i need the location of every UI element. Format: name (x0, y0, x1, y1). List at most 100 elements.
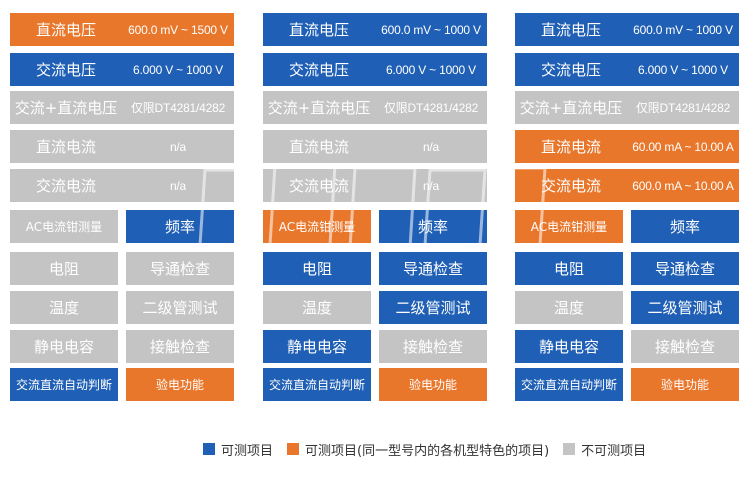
feature-row: 电阻 导通检查 (10, 252, 234, 285)
measurement-row-acdc-voltage: 交流+直流电压 仅限DT4281/4282 (10, 91, 234, 124)
feature-cell: 交流直流自动判断 (515, 368, 623, 401)
feature-cell: 电阻 (263, 252, 371, 285)
feature-row: AC电流钳测量 频率 (515, 210, 739, 243)
model-column-3: 直流电压 600.0 mV ~ 1000 V 交流电压 6.000 V ~ 10… (515, 0, 739, 402)
measurement-row-ac-current: 交流电流 n/a (10, 169, 234, 202)
feature-row: 温度 二级管测试 (263, 291, 487, 324)
measurement-name: 直流电流 (263, 130, 375, 163)
measurement-range: 6.000 V ~ 1000 V (122, 53, 234, 86)
measurement-name: 交流+直流电压 (10, 91, 122, 124)
measurement-range: 6.000 V ~ 1000 V (627, 53, 739, 86)
measurement-row-ac-voltage: 交流电压 6.000 V ~ 1000 V (263, 53, 487, 86)
measurement-row-ac-voltage: 交流电压 6.000 V ~ 1000 V (515, 53, 739, 86)
legend: 可测项目 可测项目(同一型号内的各机型特色的项目) 不可测项目 (203, 440, 743, 459)
feature-row: 电阻 导通检查 (263, 252, 487, 285)
measurement-name: 直流电压 (10, 13, 122, 46)
feature-cell: 接触检查 (126, 330, 234, 363)
legend-swatch (203, 443, 215, 455)
measurement-row-dc-current: 直流电流 n/a (263, 130, 487, 163)
feature-cell: 静电电容 (263, 330, 371, 363)
feature-cell: AC电流钳测量 (263, 210, 371, 243)
measurement-range: 6.000 V ~ 1000 V (375, 53, 487, 86)
measurement-name: 交流电压 (263, 53, 375, 86)
measurement-row-acdc-voltage: 交流+直流电压 仅限DT4281/4282 (263, 91, 487, 124)
feature-cell: 验电功能 (631, 368, 739, 401)
feature-cell: 二级管测试 (631, 291, 739, 324)
feature-row: 电阻 导通检查 (515, 252, 739, 285)
measurement-name: 直流电流 (10, 130, 122, 163)
feature-row: 静电电容 接触检查 (10, 330, 234, 363)
feature-cell: 频率 (126, 210, 234, 243)
measurement-name: 交流电压 (10, 53, 122, 86)
feature-row: 静电电容 接触检查 (515, 330, 739, 363)
legend-label: 可测项目(同一型号内的各机型特色的项目) (305, 443, 550, 459)
feature-cell: 二级管测试 (126, 291, 234, 324)
measurement-name: 直流电压 (263, 13, 375, 46)
feature-cell: AC电流钳测量 (515, 210, 623, 243)
measurement-name: 交流+直流电压 (263, 91, 375, 124)
feature-row: 交流直流自动判断 验电功能 (263, 368, 487, 401)
legend-label: 不可测项目 (581, 443, 647, 459)
measurement-name: 交流+直流电压 (515, 91, 627, 124)
measurement-range: n/a (122, 169, 234, 202)
measurement-range: n/a (122, 130, 234, 163)
measurement-name: 直流电压 (515, 13, 627, 46)
measurement-row-acdc-voltage: 交流+直流电压 仅限DT4281/4282 (515, 91, 739, 124)
feature-cell: 交流直流自动判断 (263, 368, 371, 401)
feature-cell: 静电电容 (10, 330, 118, 363)
feature-row: AC电流钳测量 频率 (10, 210, 234, 243)
feature-cell: 电阻 (515, 252, 623, 285)
feature-row: 交流直流自动判断 验电功能 (10, 368, 234, 401)
feature-cell: 验电功能 (379, 368, 487, 401)
measurement-row-dc-voltage: 直流电压 600.0 mV ~ 1000 V (263, 13, 487, 46)
measurement-range: n/a (375, 169, 487, 202)
feature-cell: 导通检查 (379, 252, 487, 285)
measurement-row-dc-voltage: 直流电压 600.0 mV ~ 1000 V (515, 13, 739, 46)
measurement-name: 交流电流 (263, 169, 375, 202)
legend-swatch (563, 443, 576, 455)
measurement-row-dc-current: 直流电流 60.00 mA ~ 10.00 A (515, 130, 739, 163)
measurement-row-dc-current: 直流电流 n/a (10, 130, 234, 163)
model-column-2: 直流电压 600.0 mV ~ 1000 V 交流电压 6.000 V ~ 10… (263, 0, 487, 402)
measurement-range: 600.0 mV ~ 1000 V (627, 13, 739, 46)
feature-cell: 接触检查 (379, 330, 487, 363)
feature-cell: 温度 (263, 291, 371, 324)
measurement-range: 600.0 mV ~ 1500 V (122, 13, 234, 46)
model-column-1: 直流电压 600.0 mV ~ 1500 V 交流电压 6.000 V ~ 10… (10, 0, 234, 402)
measurement-range: 60.00 mA ~ 10.00 A (627, 130, 739, 163)
feature-row: 静电电容 接触检查 (263, 330, 487, 363)
measurement-range: 600.0 mA ~ 10.00 A (627, 169, 739, 202)
feature-cell: 静电电容 (515, 330, 623, 363)
feature-cell: 频率 (379, 210, 487, 243)
feature-cell: 导通检查 (126, 252, 234, 285)
feature-row: 交流直流自动判断 验电功能 (515, 368, 739, 401)
measurement-range: 仅限DT4281/4282 (122, 91, 234, 124)
measurement-range: 仅限DT4281/4282 (375, 91, 487, 124)
measurement-row-ac-current: 交流电流 600.0 mA ~ 10.00 A (515, 169, 739, 202)
feature-cell: 温度 (515, 291, 623, 324)
feature-row: 温度 二级管测试 (10, 291, 234, 324)
measurement-name: 交流电流 (515, 169, 627, 202)
feature-cell: 交流直流自动判断 (10, 368, 118, 401)
feature-row: 温度 二级管测试 (515, 291, 739, 324)
measurement-name: 交流电流 (10, 169, 122, 202)
measurement-range: 仅限DT4281/4282 (627, 91, 739, 124)
legend-label: 可测项目 (221, 443, 274, 459)
measurement-row-ac-voltage: 交流电压 6.000 V ~ 1000 V (10, 53, 234, 86)
feature-cell: 验电功能 (126, 368, 234, 401)
feature-cell: 温度 (10, 291, 118, 324)
measurement-range: n/a (375, 130, 487, 163)
feature-cell: 接触检查 (631, 330, 739, 363)
feature-row: AC电流钳测量 频率 (263, 210, 487, 243)
measurement-row-ac-current: 交流电流 n/a (263, 169, 487, 202)
measurement-name: 交流电压 (515, 53, 627, 86)
feature-cell: AC电流钳测量 (10, 210, 118, 243)
feature-cell: 导通检查 (631, 252, 739, 285)
measurement-name: 直流电流 (515, 130, 627, 163)
feature-cell: 二级管测试 (379, 291, 487, 324)
measurement-range: 600.0 mV ~ 1000 V (375, 13, 487, 46)
measurement-row-dc-voltage: 直流电压 600.0 mV ~ 1500 V (10, 13, 234, 46)
feature-cell: 频率 (631, 210, 739, 243)
feature-cell: 电阻 (10, 252, 118, 285)
legend-swatch (287, 443, 300, 455)
